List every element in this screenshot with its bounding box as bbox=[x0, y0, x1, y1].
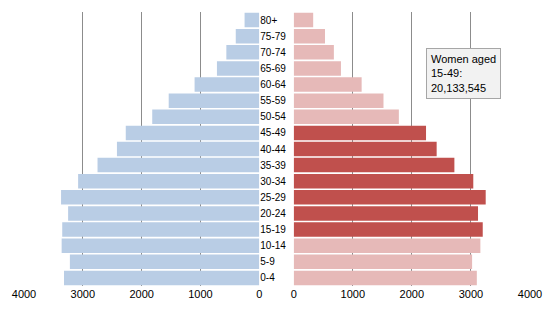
svg-text:60-64: 60-64 bbox=[260, 79, 286, 90]
svg-text:2000: 2000 bbox=[129, 288, 153, 300]
svg-text:65-69: 65-69 bbox=[260, 63, 286, 74]
svg-text:1000: 1000 bbox=[341, 288, 365, 300]
svg-text:55-59: 55-59 bbox=[260, 95, 286, 106]
svg-text:3000: 3000 bbox=[459, 288, 483, 300]
svg-text:3000: 3000 bbox=[71, 288, 95, 300]
svg-text:15-19: 15-19 bbox=[260, 224, 286, 235]
svg-text:70-74: 70-74 bbox=[260, 47, 286, 58]
svg-text:45-49: 45-49 bbox=[260, 127, 286, 138]
svg-text:4000: 4000 bbox=[12, 288, 36, 300]
svg-text:20-24: 20-24 bbox=[260, 208, 286, 219]
svg-text:10-14: 10-14 bbox=[260, 240, 286, 251]
svg-text:0: 0 bbox=[291, 288, 297, 300]
svg-text:0: 0 bbox=[256, 288, 262, 300]
svg-text:30-34: 30-34 bbox=[260, 176, 286, 187]
svg-text:0-4: 0-4 bbox=[260, 272, 275, 283]
svg-text:80+: 80+ bbox=[260, 15, 277, 26]
svg-text:25-29: 25-29 bbox=[260, 192, 286, 203]
svg-text:Women aged15-49:20,133,545: Women aged15-49:20,133,545 bbox=[431, 53, 496, 94]
svg-text:4000: 4000 bbox=[518, 288, 542, 300]
svg-text:75-79: 75-79 bbox=[260, 31, 286, 42]
svg-text:40-44: 40-44 bbox=[260, 144, 286, 155]
svg-text:50-54: 50-54 bbox=[260, 111, 286, 122]
svg-text:5-9: 5-9 bbox=[260, 256, 275, 267]
svg-text:1000: 1000 bbox=[188, 288, 212, 300]
svg-text:2000: 2000 bbox=[400, 288, 424, 300]
svg-text:35-39: 35-39 bbox=[260, 160, 286, 171]
